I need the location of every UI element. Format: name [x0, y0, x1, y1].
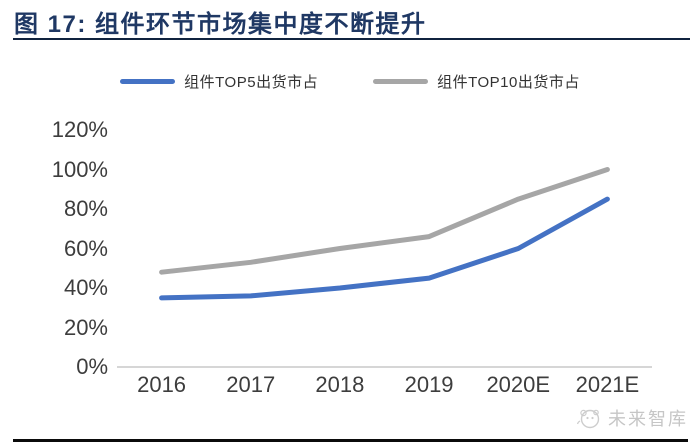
series-line-组件TOP10出货市占 — [159, 167, 610, 275]
x-tick-label: 2019 — [404, 372, 454, 397]
y-tick-label: 100% — [51, 156, 108, 182]
x-tick-label: 2021E — [575, 372, 640, 397]
title-divider — [13, 38, 690, 40]
y-tick-label: 80% — [63, 196, 108, 221]
y-tick-label: 40% — [63, 275, 108, 300]
legend-swatch-icon — [120, 78, 176, 84]
legend-item-1: 组件TOP5出货市占 — [120, 71, 318, 92]
y-tick-label: 60% — [63, 235, 108, 261]
legend-label: 组件TOP5出货市占 — [184, 73, 319, 91]
x-tick-label: 2017 — [226, 372, 276, 397]
series-line-组件TOP5出货市占 — [159, 196, 610, 301]
figure-bottom-border — [13, 439, 688, 442]
y-tick-label: 120% — [51, 117, 108, 142]
x-tick-label: 2016 — [137, 372, 187, 397]
y-tick-label: 20% — [63, 314, 108, 340]
legend-swatch-icon — [373, 78, 429, 84]
y-tick-label: 0% — [76, 354, 108, 379]
watermark: 未来智库 — [576, 404, 688, 432]
panda-logo-icon — [576, 409, 600, 429]
figure-title: 图 17: 组件环节市场集中度不断提升 — [14, 11, 427, 38]
legend-label: 组件TOP10出货市占 — [437, 73, 580, 91]
chart-legend: 组件TOP5出货市占 组件TOP10出货市占 — [0, 70, 700, 92]
watermark-text: 未来智库 — [608, 409, 688, 429]
x-tick-label: 2018 — [315, 372, 365, 397]
legend-item-2: 组件TOP10出货市占 — [373, 71, 580, 92]
x-tick-label: 2020E — [486, 372, 551, 397]
